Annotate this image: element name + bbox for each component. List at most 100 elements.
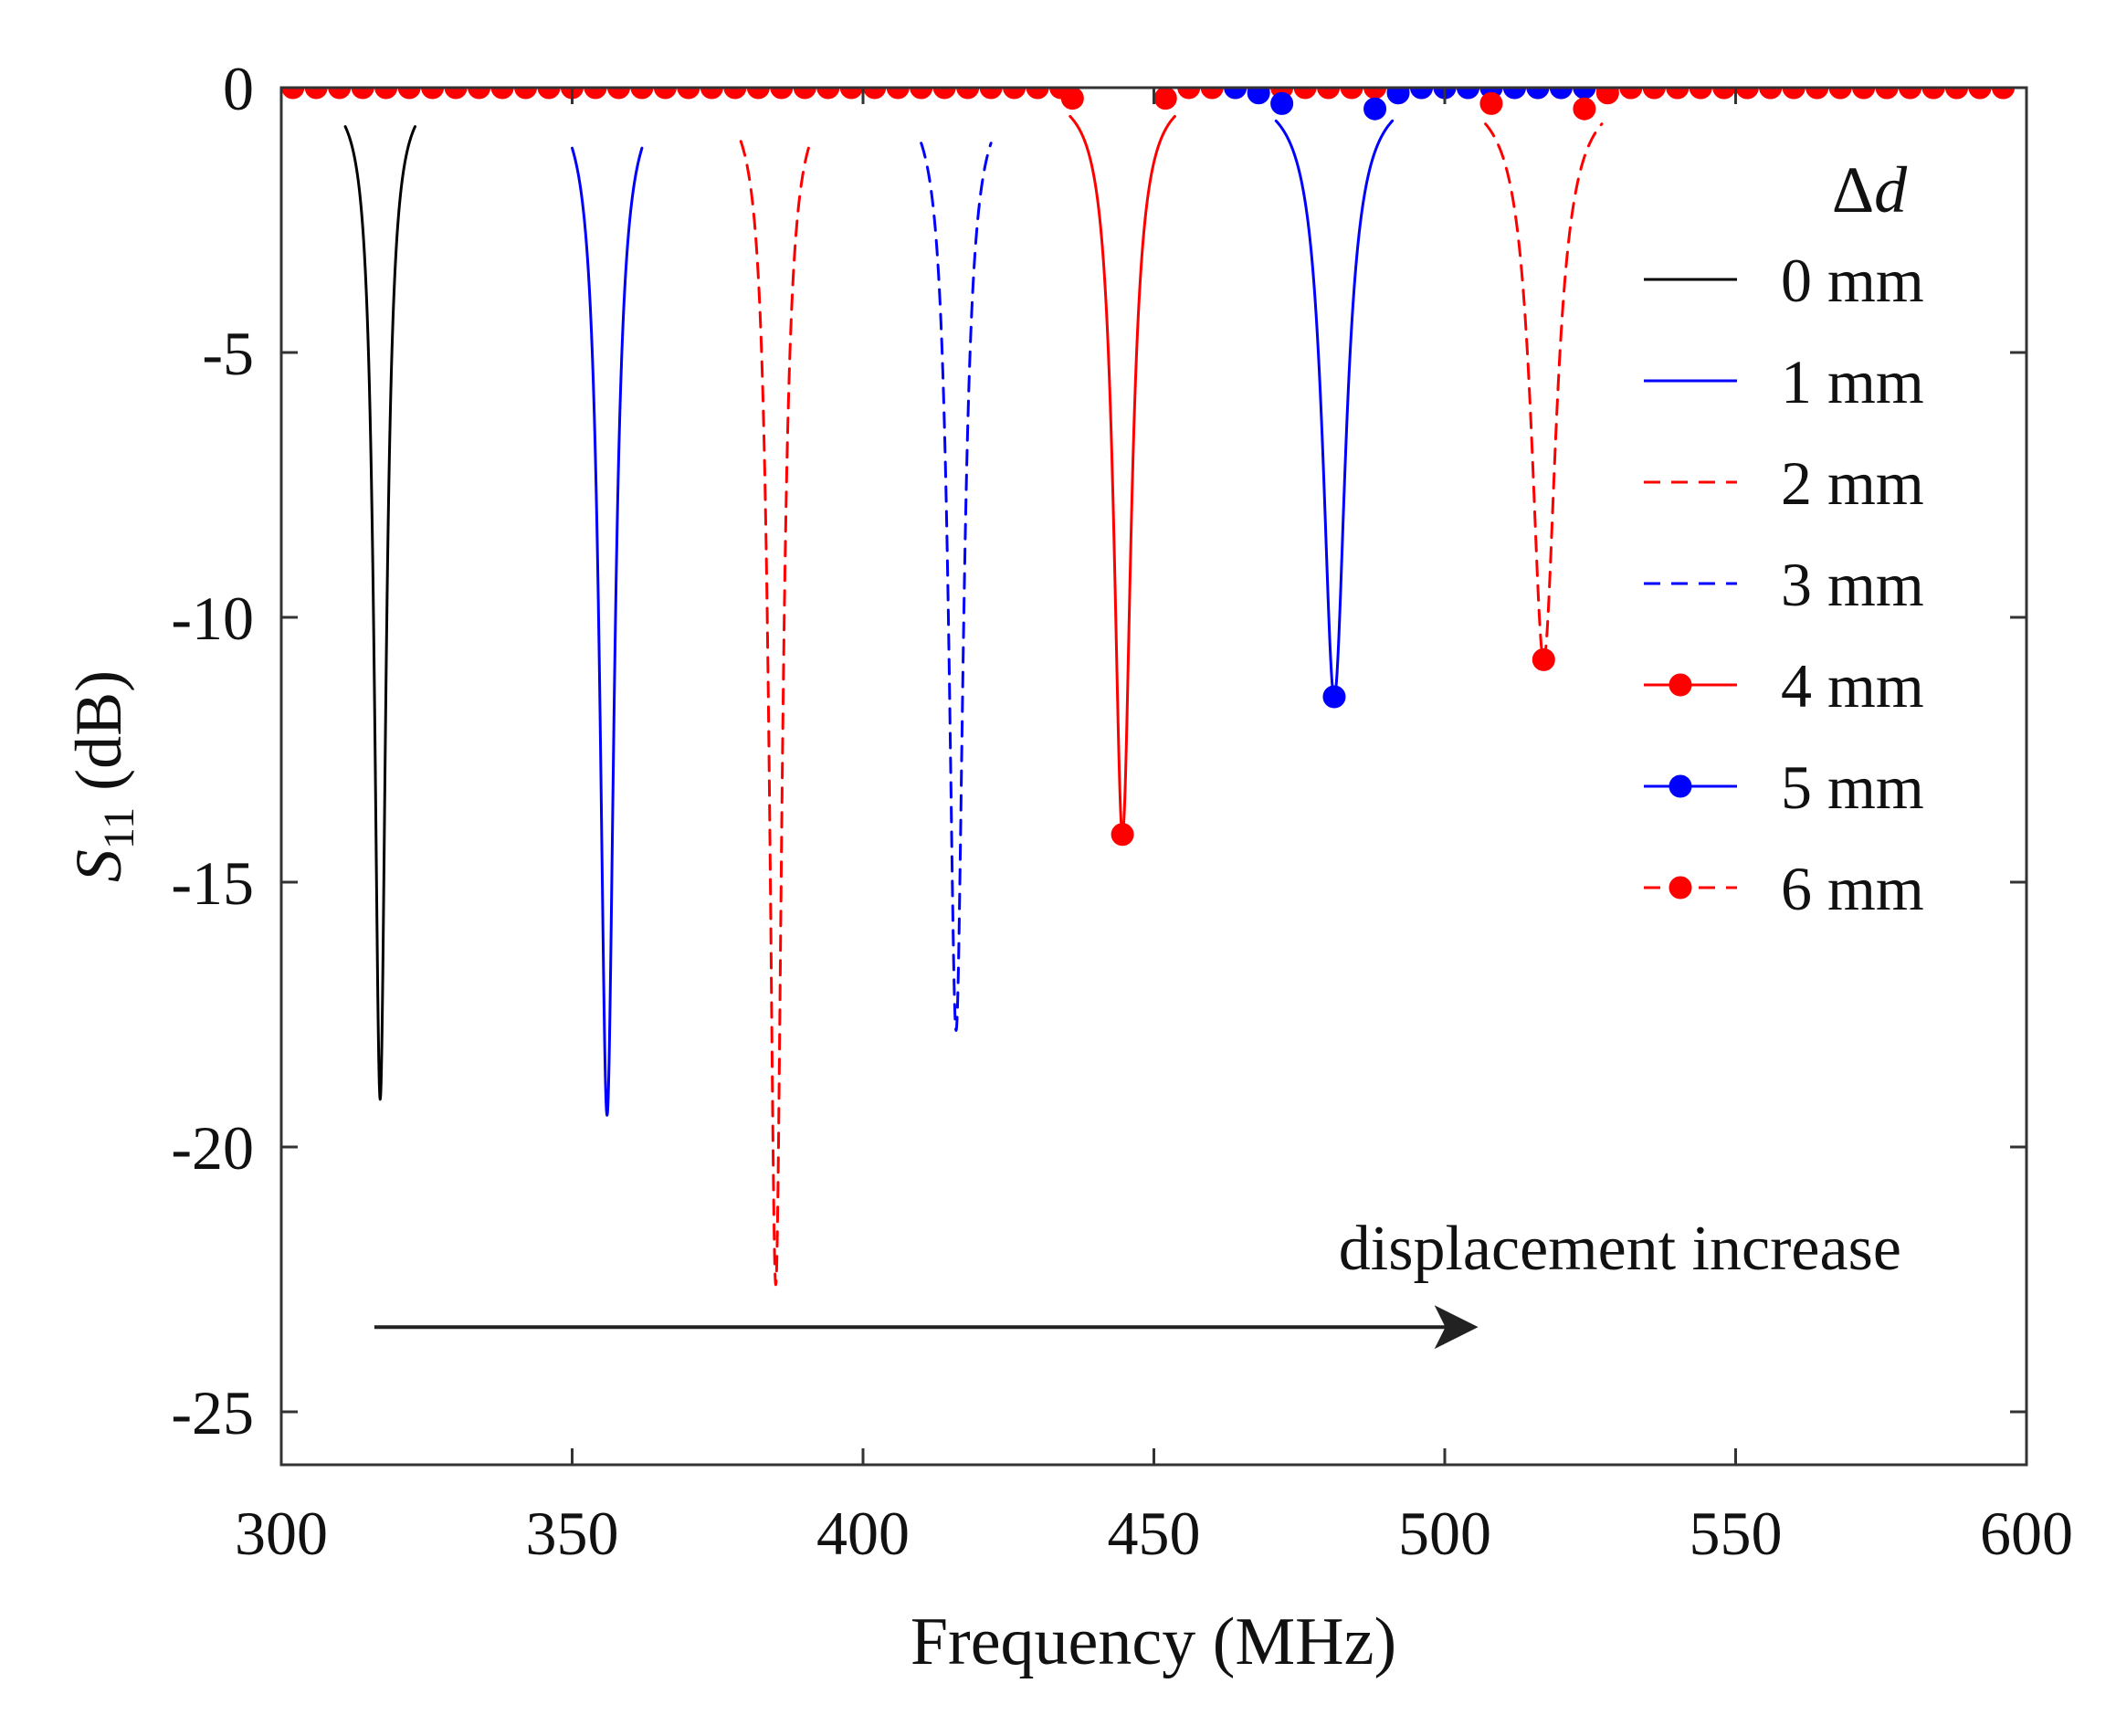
displacement-annotation: displacement increase bbox=[374, 1214, 1901, 1350]
series-marker-6-mm bbox=[1532, 647, 1555, 671]
series-marker-5-mm bbox=[1363, 97, 1387, 121]
series-marker-4-mm bbox=[630, 88, 654, 100]
legend-title: Δd bbox=[1832, 153, 1908, 226]
y-tick-label--20: -20 bbox=[171, 1113, 254, 1183]
series-marker-4-mm bbox=[746, 88, 770, 100]
series-marker-6-mm bbox=[1666, 88, 1690, 100]
legend: Δd 0 mm 1 mm 2 mm 3 mm 4 mm 5 mm 6 mm bbox=[1644, 153, 1924, 923]
series-marker-5-mm bbox=[1526, 88, 1550, 100]
y-tick-label--10: -10 bbox=[171, 584, 254, 653]
series-marker-6-mm bbox=[1573, 97, 1596, 121]
series-marker-4-mm bbox=[839, 88, 863, 100]
y-axis-title-main: S bbox=[62, 849, 135, 882]
series-1-mm bbox=[571, 146, 644, 1117]
y-axis-ticks: 0 -5 -10 -15 -20 -25 bbox=[171, 54, 2027, 1447]
series-line-3-mm bbox=[920, 142, 993, 1032]
series-line-1-mm bbox=[571, 146, 644, 1117]
legend-marker-5-mm bbox=[1669, 774, 1692, 798]
series-marker-6-mm bbox=[1828, 88, 1852, 100]
legend-label-5-mm: 5 mm bbox=[1781, 752, 1924, 822]
legend-title-variable: d bbox=[1874, 153, 1908, 226]
series-2-mm bbox=[739, 140, 813, 1287]
series-marker-4-mm bbox=[1153, 88, 1177, 110]
series-marker-4-mm bbox=[932, 88, 956, 100]
series-marker-5-mm bbox=[1247, 88, 1270, 105]
series-marker-4-mm bbox=[421, 88, 445, 100]
x-tick-label-500: 500 bbox=[1398, 1499, 1491, 1568]
series-marker-6-mm bbox=[1992, 88, 2016, 100]
series-marker-5-mm bbox=[1502, 88, 1526, 100]
y-axis-title-subscript: 11 bbox=[95, 807, 143, 849]
series-marker-6-mm bbox=[1712, 88, 1736, 100]
displacement-label: displacement increase bbox=[1339, 1214, 1901, 1284]
x-tick-label-400: 400 bbox=[816, 1499, 910, 1568]
legend-label-3-mm: 3 mm bbox=[1781, 550, 1924, 619]
series-marker-5-mm bbox=[1270, 91, 1294, 115]
series-marker-4-mm bbox=[677, 88, 700, 100]
legend-items: 0 mm 1 mm 2 mm 3 mm 4 mm 5 mm 6 mm bbox=[1644, 246, 1924, 923]
series-marker-4-mm bbox=[1060, 88, 1084, 110]
series-6-mm bbox=[1479, 88, 2016, 671]
series-marker-6-mm bbox=[1968, 88, 1992, 100]
y-axis-title-unit: (dB) bbox=[62, 670, 135, 807]
series-marker-4-mm bbox=[328, 88, 352, 100]
series-marker-6-mm bbox=[1805, 88, 1829, 100]
series-marker-4-mm bbox=[1200, 88, 1224, 100]
series-marker-6-mm bbox=[1782, 88, 1805, 100]
legend-title-symbol: Δ bbox=[1832, 153, 1874, 226]
y-tick-label--25: -25 bbox=[171, 1378, 254, 1447]
series-marker-4-mm bbox=[444, 88, 468, 100]
series-marker-6-mm bbox=[1735, 88, 1759, 100]
series-marker-4-mm bbox=[537, 88, 561, 100]
legend-label-6-mm: 6 mm bbox=[1781, 854, 1924, 923]
series-marker-4-mm bbox=[281, 88, 305, 100]
series-marker-4-mm bbox=[1003, 88, 1026, 100]
x-tick-label-300: 300 bbox=[235, 1499, 328, 1568]
series-marker-6-mm bbox=[1759, 88, 1783, 100]
series-marker-4-mm bbox=[1293, 88, 1317, 100]
x-tick-label-450: 450 bbox=[1108, 1499, 1201, 1568]
series-marker-5-mm bbox=[1410, 88, 1434, 100]
series-marker-4-mm bbox=[910, 88, 933, 100]
series-marker-4-mm bbox=[770, 88, 794, 100]
series-marker-4-mm bbox=[1317, 88, 1341, 100]
series-marker-4-mm bbox=[863, 88, 887, 100]
series-marker-6-mm bbox=[1595, 88, 1619, 105]
y-axis-title: S11 (dB) bbox=[62, 670, 143, 882]
y-tick-label--15: -15 bbox=[171, 848, 254, 918]
series-marker-4-mm bbox=[1340, 88, 1363, 100]
series-line-2-mm bbox=[739, 140, 813, 1287]
series-marker-5-mm bbox=[1322, 685, 1346, 709]
series-marker-4-mm bbox=[979, 88, 1003, 100]
series-marker-4-mm bbox=[956, 88, 980, 100]
y-tick-label-0: 0 bbox=[223, 54, 254, 123]
series-marker-6-mm bbox=[1875, 88, 1899, 100]
series-marker-6-mm bbox=[1689, 88, 1712, 100]
series-0-mm bbox=[343, 125, 417, 1101]
series-marker-5-mm bbox=[1549, 88, 1573, 100]
series-marker-4-mm bbox=[1111, 823, 1134, 847]
series-marker-6-mm bbox=[1921, 88, 1945, 100]
series-marker-4-mm bbox=[816, 88, 840, 100]
legend-item-4-mm: 4 mm bbox=[1644, 651, 1924, 721]
legend-item-3-mm: 3 mm bbox=[1644, 550, 1924, 619]
legend-item-6-mm: 6 mm bbox=[1644, 854, 1924, 923]
legend-marker-4-mm bbox=[1669, 673, 1692, 697]
series-marker-4-mm bbox=[514, 88, 538, 100]
series-marker-4-mm bbox=[700, 88, 723, 100]
legend-item-5-mm: 5 mm bbox=[1644, 752, 1924, 822]
series-marker-4-mm bbox=[793, 88, 816, 100]
legend-item-1-mm: 1 mm bbox=[1644, 347, 1924, 416]
plot-area bbox=[281, 88, 2016, 1287]
series-3-mm bbox=[920, 142, 993, 1032]
series-marker-6-mm bbox=[1945, 88, 1969, 100]
series-marker-4-mm bbox=[1177, 88, 1201, 100]
x-tick-label-550: 550 bbox=[1690, 1499, 1783, 1568]
legend-label-4-mm: 4 mm bbox=[1781, 651, 1924, 721]
series-marker-4-mm bbox=[304, 88, 328, 100]
series-marker-4-mm bbox=[1026, 88, 1049, 100]
legend-item-2-mm: 2 mm bbox=[1644, 448, 1924, 518]
x-tick-label-600: 600 bbox=[1980, 1499, 2073, 1568]
